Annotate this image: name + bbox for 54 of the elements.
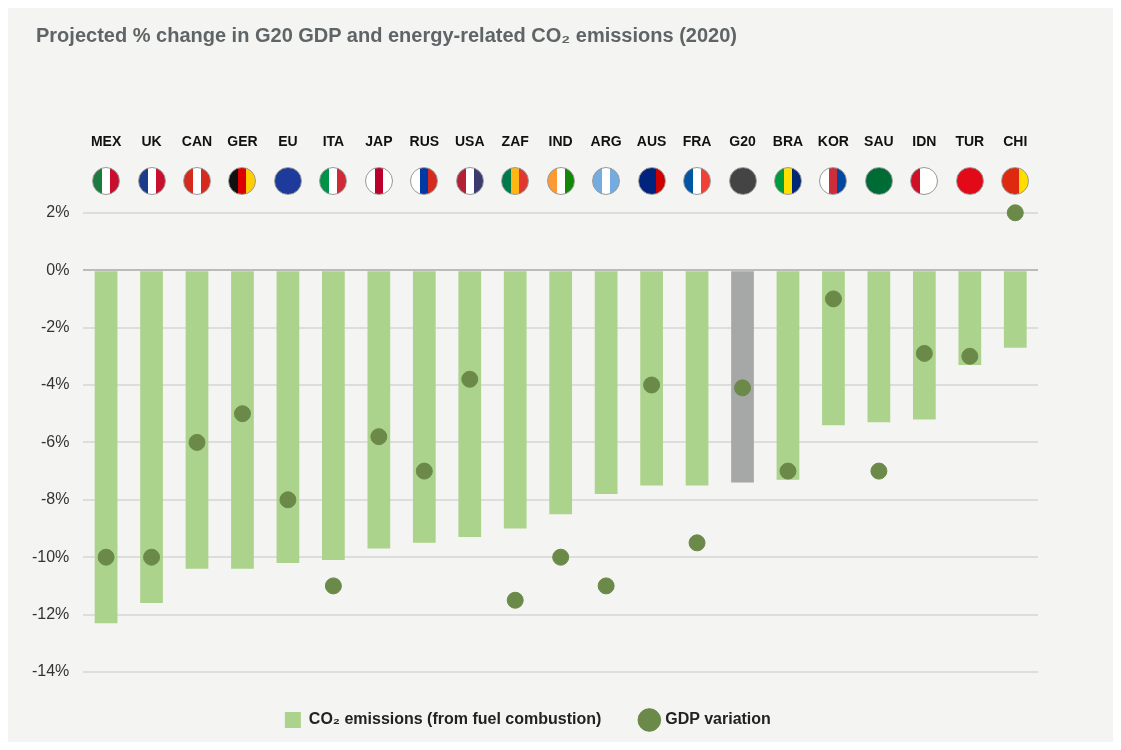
point — [915, 344, 933, 362]
x-tick-label: ARG — [590, 133, 622, 150]
legend-label: GDP variation — [665, 710, 771, 728]
point — [279, 491, 297, 509]
point — [597, 577, 615, 595]
x-tick-label: RUS — [409, 133, 440, 150]
point — [870, 462, 888, 480]
point — [1006, 204, 1024, 222]
x-tick-label: IDN — [912, 133, 937, 150]
y-tick-label: 0% — [46, 260, 70, 278]
point — [824, 290, 842, 308]
point — [461, 370, 479, 388]
x-tick-label: JAP — [365, 133, 393, 150]
x-tick-label: G20 — [729, 133, 756, 150]
legend-label: CO₂ emissions (from fuel combustion) — [308, 710, 602, 728]
y-tick-label: 2% — [46, 203, 70, 221]
x-tick-label: CAN — [181, 133, 213, 150]
point — [97, 548, 115, 566]
point — [734, 379, 752, 397]
point — [961, 347, 979, 365]
y-tick-label: -8% — [40, 490, 70, 508]
x-tick-label: KOR — [817, 133, 849, 150]
x-tick-label: EU — [278, 133, 298, 150]
point — [143, 548, 161, 566]
x-tick-label: ITA — [322, 133, 345, 150]
x-tick-label: UK — [141, 133, 162, 150]
x-tick-label: GER — [227, 133, 258, 150]
x-tick-label: USA — [454, 133, 485, 150]
point — [688, 534, 706, 552]
x-tick-label: AUS — [636, 133, 667, 150]
x-tick-label: BRA — [772, 133, 804, 150]
point — [779, 462, 797, 480]
point — [506, 591, 524, 609]
y-tick-label: -6% — [40, 432, 70, 450]
point — [370, 428, 388, 446]
point — [233, 405, 251, 423]
y-tick-label: -10% — [31, 547, 70, 565]
y-tick-label: -2% — [40, 318, 70, 336]
y-tick-label: -12% — [31, 605, 70, 623]
x-tick-label: TUR — [955, 133, 985, 150]
point — [415, 462, 433, 480]
x-tick-label: MEX — [90, 133, 122, 150]
y-tick-label: -14% — [31, 662, 70, 680]
x-tick-label: CHI — [1003, 133, 1028, 150]
point — [643, 376, 661, 394]
point — [552, 548, 570, 566]
x-tick-label: FRA — [682, 133, 712, 150]
point — [324, 577, 342, 595]
chart-title: Projected % change in G20 GDP and energy-related CO₂ emissions (2020) — [36, 24, 737, 47]
x-tick-label: SAU — [864, 133, 894, 150]
x-tick-label: ZAF — [501, 133, 530, 150]
y-tick-label: -4% — [40, 375, 70, 393]
x-tick-label: IND — [548, 133, 573, 150]
point — [188, 433, 206, 451]
